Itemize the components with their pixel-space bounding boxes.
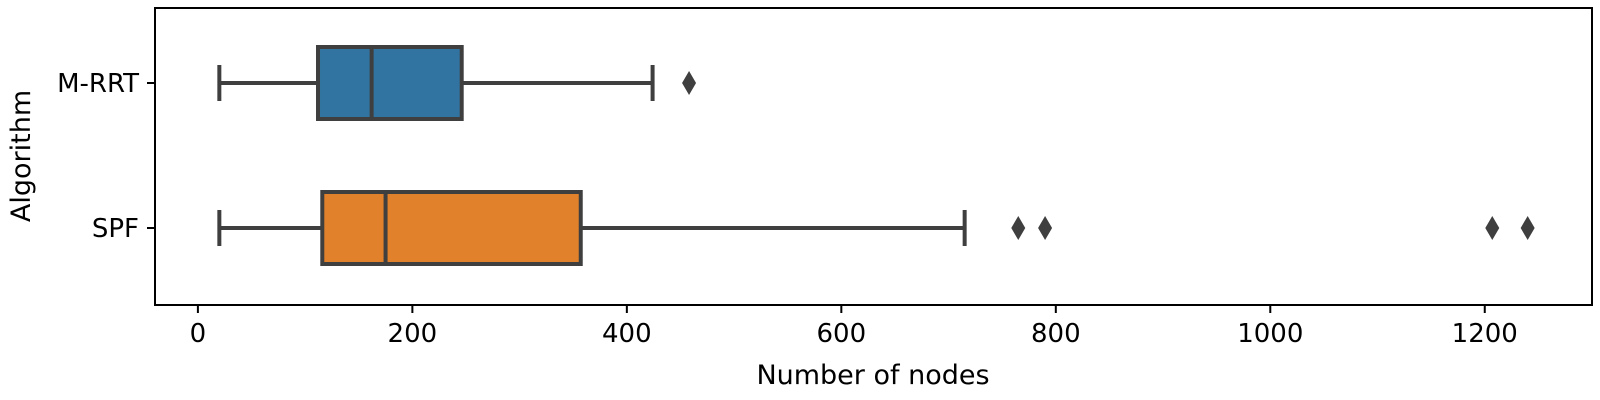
y-axis: M-RRT SPF — [57, 69, 155, 244]
outlier-point — [1011, 216, 1026, 240]
x-axis: 0 200 400 600 800 1000 1200 — [190, 305, 1518, 349]
y-tick-label: M-RRT — [57, 69, 139, 99]
y-axis-label: Algorithm — [6, 90, 37, 222]
x-tick-label: 400 — [602, 319, 652, 349]
x-tick-label: 0 — [190, 319, 207, 349]
iqr-box — [320, 190, 583, 266]
outlier-point — [1038, 216, 1053, 240]
x-tick-label: 1000 — [1237, 319, 1303, 349]
outlier-point — [1520, 216, 1535, 240]
outlier-point — [682, 71, 697, 95]
iqr-box — [316, 45, 464, 121]
y-tick-label: SPF — [92, 214, 139, 244]
box-spf — [217, 190, 1535, 266]
x-tick-label: 1200 — [1452, 319, 1518, 349]
outlier-point — [1485, 216, 1500, 240]
x-tick-label: 800 — [1031, 319, 1081, 349]
x-axis-label: Number of nodes — [756, 360, 989, 391]
x-tick-label: 600 — [817, 319, 867, 349]
plot-area-frame — [154, 7, 1593, 306]
box-series — [217, 45, 1535, 266]
x-tick-label: 200 — [388, 319, 438, 349]
box-m-rrt — [217, 45, 697, 121]
